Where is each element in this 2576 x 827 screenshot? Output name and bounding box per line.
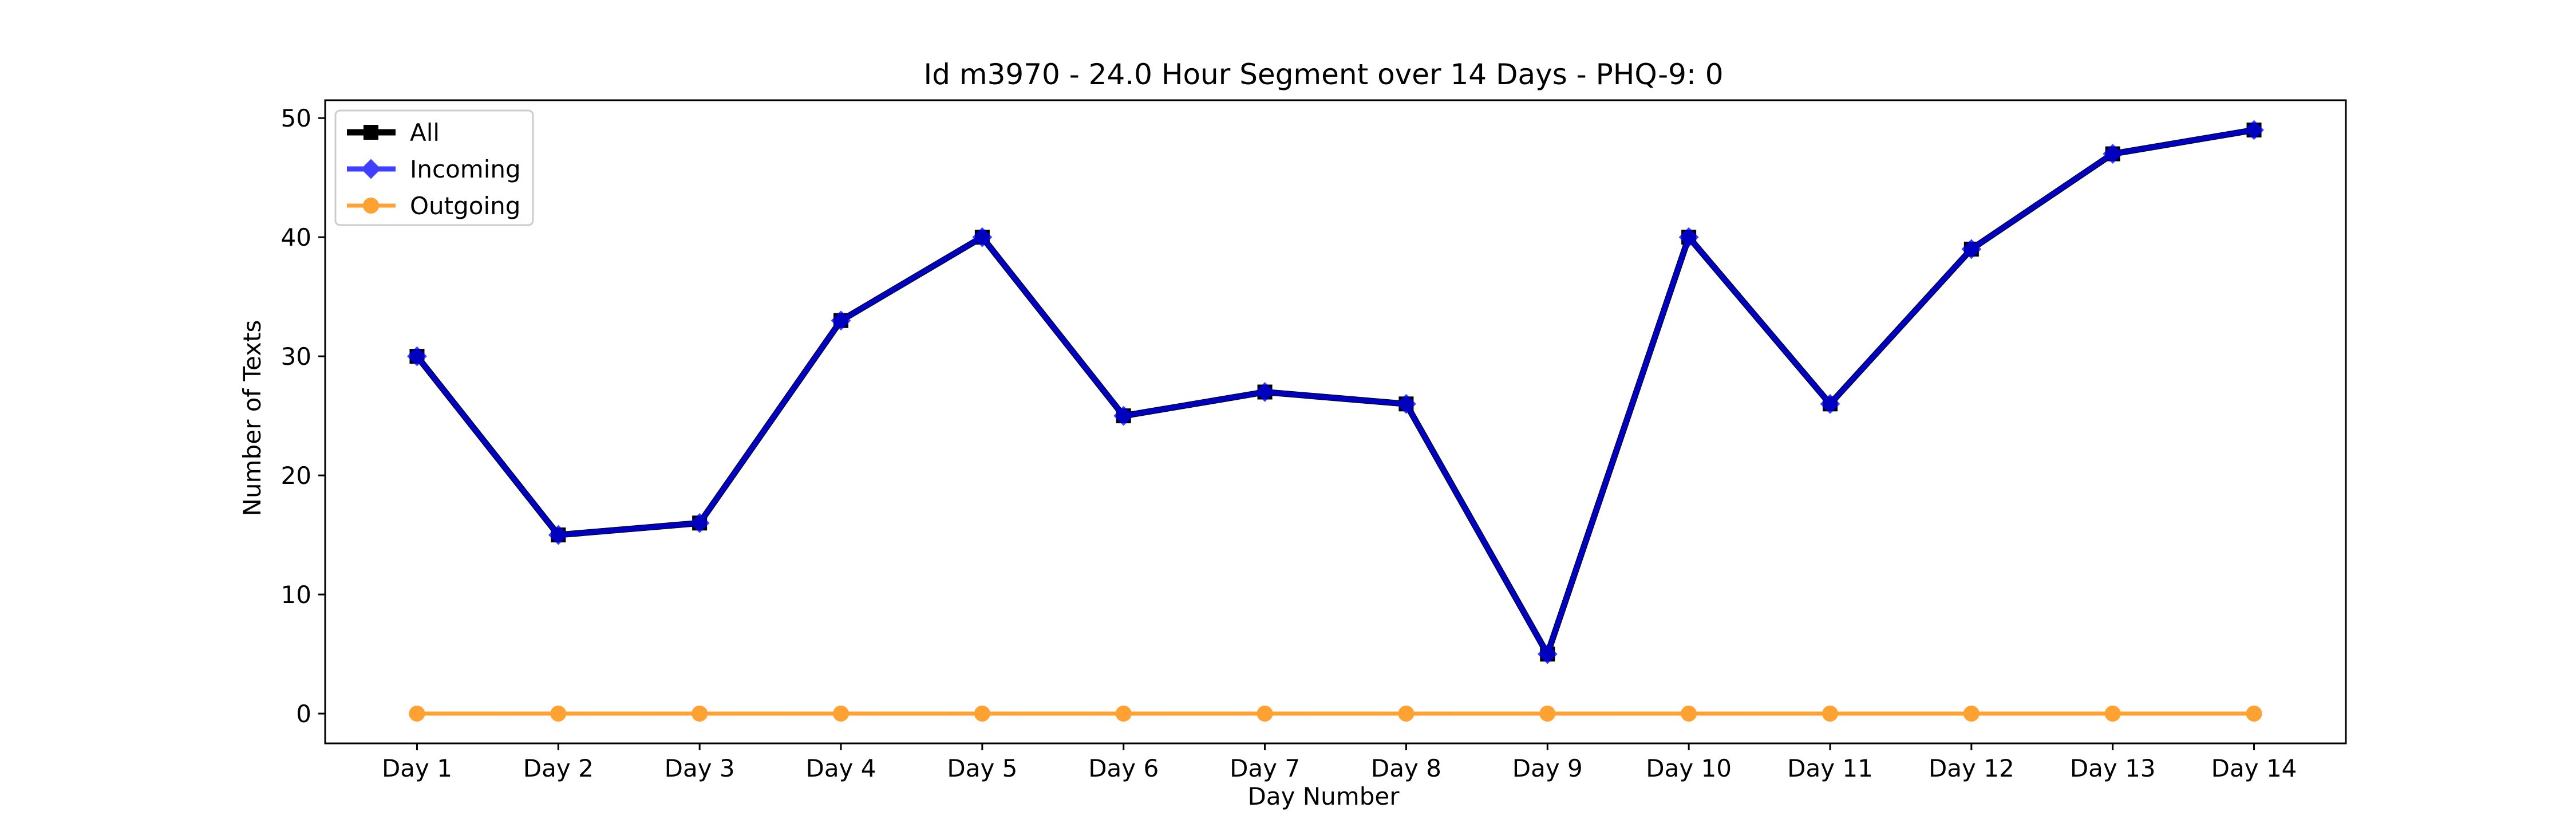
x-axis-label: Day Number	[1247, 782, 1400, 810]
data-point	[831, 310, 851, 331]
data-point	[1681, 706, 1697, 722]
x-tick-label: Day 7	[1230, 754, 1300, 782]
data-point	[833, 706, 850, 722]
data-point	[2244, 120, 2264, 140]
legend-marker	[363, 198, 379, 214]
data-point	[2104, 706, 2121, 722]
legend-label: Outgoing	[410, 192, 520, 220]
data-point	[1113, 405, 1134, 426]
data-point	[1398, 706, 1415, 722]
y-tick-label: 40	[281, 223, 311, 251]
x-tick-label: Day 10	[1646, 754, 1732, 782]
data-point	[409, 706, 425, 722]
legend-label: Incoming	[410, 155, 521, 183]
legend-marker	[361, 159, 381, 179]
legend-marker	[364, 125, 378, 140]
legend-entry	[347, 159, 396, 179]
x-tick-label: Day 14	[2211, 754, 2297, 782]
legend-box	[334, 109, 534, 226]
data-point	[1115, 706, 1132, 722]
data-point	[1678, 227, 1699, 247]
x-tick-label: Day 9	[1512, 754, 1583, 782]
y-tick-label: 30	[281, 342, 311, 371]
x-tick-label: Day 2	[523, 754, 594, 782]
y-tick-label: 50	[281, 104, 311, 132]
legend: All Incoming Outgoing	[334, 109, 534, 226]
data-point	[1396, 393, 1416, 414]
plot-area: 0 10 20 30 40 50 Day 1 Day 2 Day 3 Day 4 Day 5 Day …	[281, 99, 2347, 782]
data-point	[692, 706, 708, 722]
y-tick-label: 10	[281, 581, 311, 609]
data-point	[1255, 382, 1275, 402]
data-point	[974, 706, 990, 722]
data-point	[972, 227, 993, 247]
legend-entry	[347, 198, 396, 214]
series-line	[414, 127, 2255, 657]
data-point	[1537, 644, 1558, 664]
data-point	[689, 513, 710, 533]
data-point	[407, 346, 427, 367]
x-tick-label: Day 1	[382, 754, 452, 782]
data-point	[2246, 706, 2262, 722]
y-tick-label: 20	[281, 462, 311, 490]
y-tick-label: 0	[296, 700, 311, 728]
plot-frame	[324, 99, 2347, 745]
data-point	[1822, 706, 1838, 722]
x-tick-label: Day 3	[665, 754, 735, 782]
data-point	[1539, 706, 1556, 722]
data-point	[550, 706, 567, 722]
data-point	[1820, 393, 1840, 414]
x-tick-label: Day 5	[947, 754, 1017, 782]
series-incoming	[407, 120, 2264, 664]
data-point	[548, 525, 568, 545]
legend-entry	[347, 125, 396, 140]
x-tick-label: Day 12	[1929, 754, 2014, 782]
x-tick-label: Day 6	[1088, 754, 1159, 782]
chart-title: Id m3970 - 24.0 Hour Segment over 14 Day…	[923, 58, 1723, 91]
data-point	[2103, 144, 2123, 164]
x-tick-label: Day 8	[1371, 754, 1441, 782]
x-tick-label: Day 4	[806, 754, 876, 782]
x-tick-label: Day 11	[1787, 754, 1873, 782]
data-point	[1257, 706, 1273, 722]
x-tick-label: Day 13	[2070, 754, 2156, 782]
y-axis-label: Number of Texts	[238, 320, 266, 517]
data-point	[1963, 706, 1980, 722]
data-point	[1961, 239, 1982, 259]
legend-label: All	[410, 119, 440, 147]
series-outgoing	[409, 706, 2262, 722]
